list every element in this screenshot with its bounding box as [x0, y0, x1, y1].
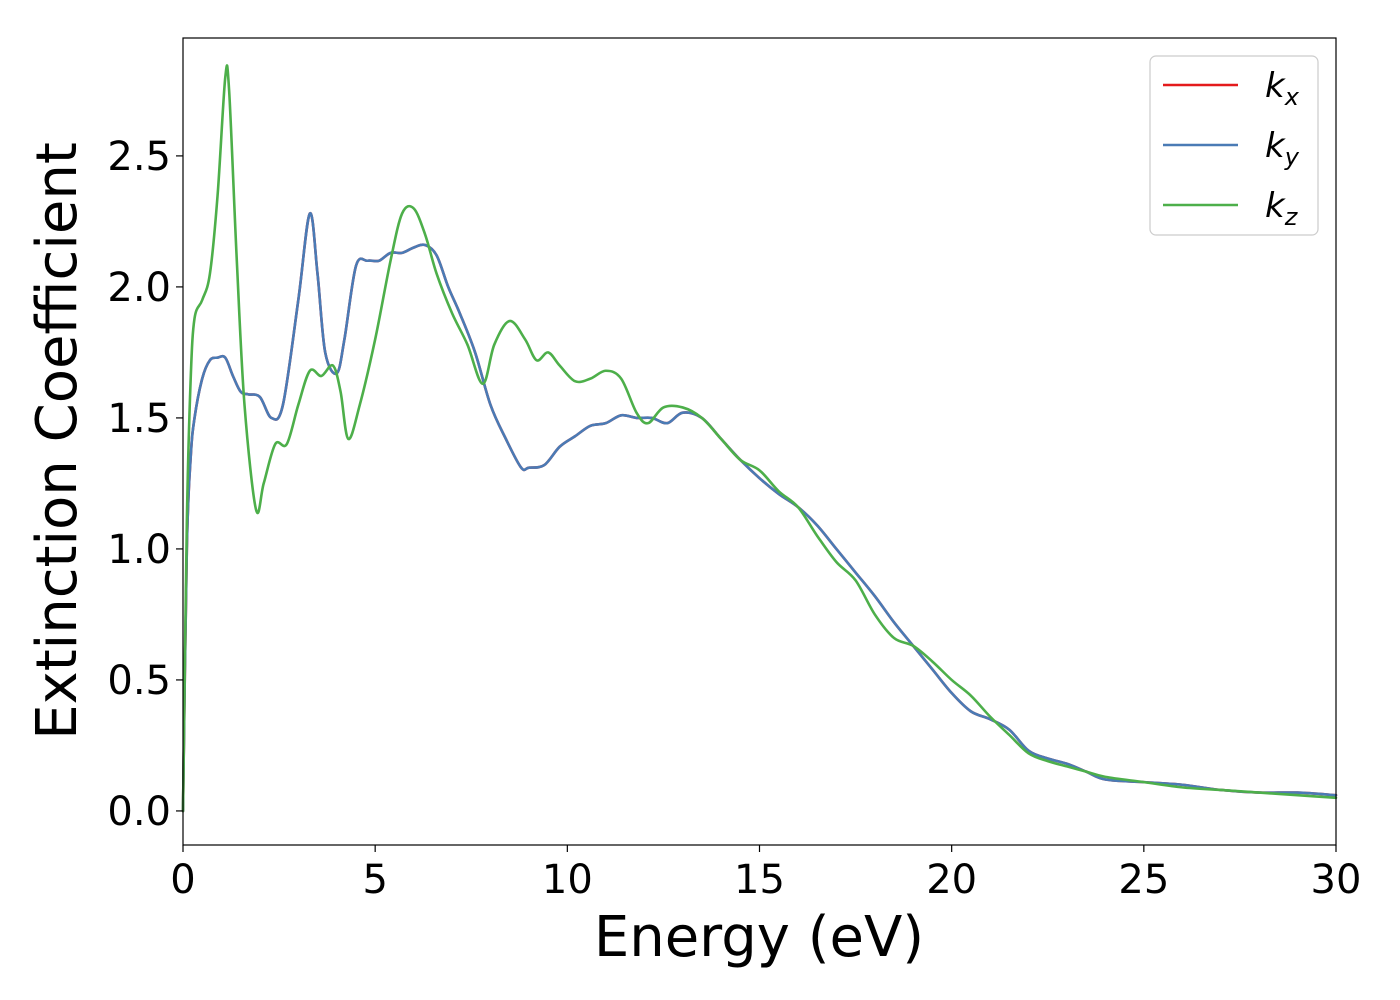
y-tick-label: 0.0: [107, 789, 171, 835]
series-line-kz: [181, 64, 1338, 813]
x-tick-label: 0: [170, 857, 195, 903]
y-tick-label: 2.5: [107, 134, 171, 180]
x-tick-label: 20: [926, 857, 977, 903]
x-tick-label: 15: [734, 857, 785, 903]
x-tick-label: 25: [1118, 857, 1169, 903]
x-tick-label: 5: [362, 857, 387, 903]
x-axis-label: Energy (eV): [594, 905, 924, 970]
y-tick-label: 1.5: [107, 396, 171, 442]
series-line-ky: [181, 212, 1338, 813]
x-axis-ticks: 0 5 10 15 20 25 30: [170, 845, 1361, 903]
x-tick-label: 10: [542, 857, 593, 903]
y-tick-label: 1.0: [107, 527, 171, 573]
y-tick-label: 2.0: [107, 265, 171, 311]
y-axis-label: Extinction Coefficient: [25, 142, 90, 740]
y-tick-label: 0.5: [107, 658, 171, 704]
y-axis-ticks: 0.0 0.5 1.0 1.5 2.0 2.5: [107, 134, 183, 835]
x-tick-label: 30: [1311, 857, 1362, 903]
series-layer: [181, 64, 1338, 813]
